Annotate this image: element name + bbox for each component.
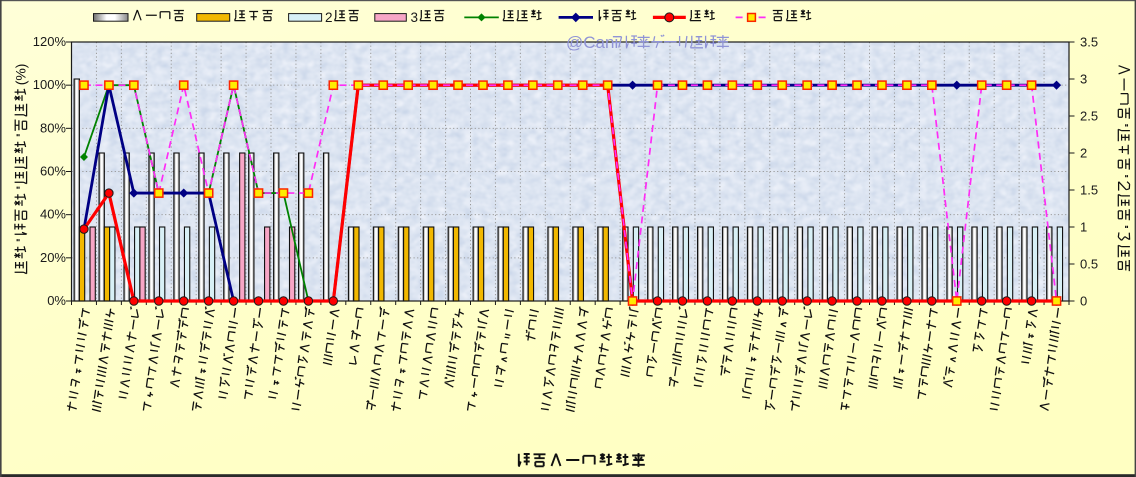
svg-text:@Cani: @Cani [566, 33, 618, 52]
svg-text:120%: 120% [33, 34, 67, 49]
svg-text:0.5: 0.5 [1080, 256, 1098, 271]
svg-text:2.5: 2.5 [1080, 108, 1098, 123]
svg-text:0: 0 [1080, 293, 1087, 308]
svg-text:3.5: 3.5 [1080, 34, 1098, 49]
svg-text:(%): (%) [13, 64, 29, 86]
svg-text:3: 3 [1080, 71, 1087, 86]
svg-text:0%: 0% [47, 293, 66, 308]
svg-text:2: 2 [1080, 145, 1087, 160]
svg-text:40%: 40% [40, 207, 66, 222]
svg-text:3: 3 [411, 10, 419, 25]
svg-text:20%: 20% [40, 250, 66, 265]
svg-text:1.5: 1.5 [1080, 182, 1098, 197]
svg-text:100%: 100% [33, 77, 67, 92]
svg-text:2: 2 [325, 10, 333, 25]
svg-text:60%: 60% [40, 164, 66, 179]
svg-text:1: 1 [1080, 219, 1087, 234]
svg-text:80%: 80% [40, 120, 66, 135]
